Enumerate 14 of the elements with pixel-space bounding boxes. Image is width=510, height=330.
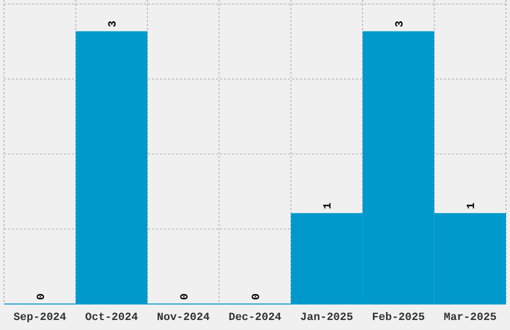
x-tick-label: Dec-2024 bbox=[228, 312, 282, 324]
x-tick-label: Jan-2025 bbox=[300, 312, 354, 324]
x-tick-label: Mar-2025 bbox=[444, 312, 497, 324]
data-label: 0 bbox=[36, 293, 48, 300]
data-label: 1 bbox=[466, 202, 478, 210]
x-tick-label: Sep-2024 bbox=[13, 312, 67, 324]
data-label: 1 bbox=[322, 202, 335, 210]
x-tick-label: Oct-2024 bbox=[85, 312, 138, 324]
data-label: 3 bbox=[394, 20, 406, 28]
data-label: 0 bbox=[179, 293, 192, 300]
data-label: 0 bbox=[251, 293, 263, 300]
x-tick-label: Nov-2024 bbox=[156, 312, 210, 324]
x-tick-label: Feb-2025 bbox=[372, 312, 426, 324]
data-label: 3 bbox=[108, 20, 120, 28]
